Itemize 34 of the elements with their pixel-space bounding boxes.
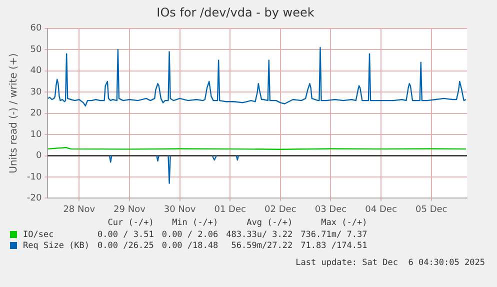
legend-label: Req Size (KB): [22, 241, 91, 252]
y-tick-label: 0: [36, 151, 42, 162]
text: 736.71m/ 7.37: [300, 230, 368, 241]
x-tick-label: 30 Nov: [164, 204, 196, 215]
x-tick-label: 03 Dec: [314, 204, 347, 215]
text: 0.00 /26.25: [96, 241, 155, 252]
text: 483.33u/ 3.22: [225, 230, 294, 241]
y-tick-label: 50: [30, 44, 42, 55]
chart-title: IOs for /dev/vda - by week: [156, 5, 314, 20]
y-axis-title: Units read (-) / write (+): [8, 53, 20, 174]
text: 0.00 / 3.51: [96, 230, 155, 241]
x-tick-label: 01 Dec: [214, 204, 246, 215]
text: 56.59m/27.22: [230, 241, 294, 252]
y-tick-label: 30: [30, 87, 42, 98]
x-tick-label: 28 Nov: [63, 204, 96, 215]
text: 0.00 / 2.06: [160, 230, 220, 241]
y-tick-label: -10: [26, 172, 42, 182]
x-tick-label: 04 Dec: [365, 204, 397, 215]
y-tick-label: 60: [30, 24, 42, 34]
text: Last update: Sat Dec 6 04:30:05 2025: [296, 258, 485, 268]
text: 0.00 /18.48: [160, 241, 220, 252]
y-tick-label: -20: [26, 194, 42, 204]
y-tick-label: 10: [30, 130, 42, 140]
y-tick-label: 20: [30, 108, 42, 119]
text: 71.83 /174.51: [300, 241, 368, 252]
y-tick-label: 40: [30, 66, 42, 76]
x-tick-label: 05 Dec: [415, 204, 448, 215]
legend-label: IO/sec: [22, 230, 55, 241]
text: Cur (-/+): [106, 218, 155, 230]
x-tick-label: 02 Dec: [264, 204, 296, 215]
text: Max (-/+): [320, 218, 368, 230]
text: Min (-/+): [171, 218, 220, 230]
text: Avg (-/+): [246, 218, 294, 230]
x-tick-label: 29 Nov: [114, 204, 146, 215]
